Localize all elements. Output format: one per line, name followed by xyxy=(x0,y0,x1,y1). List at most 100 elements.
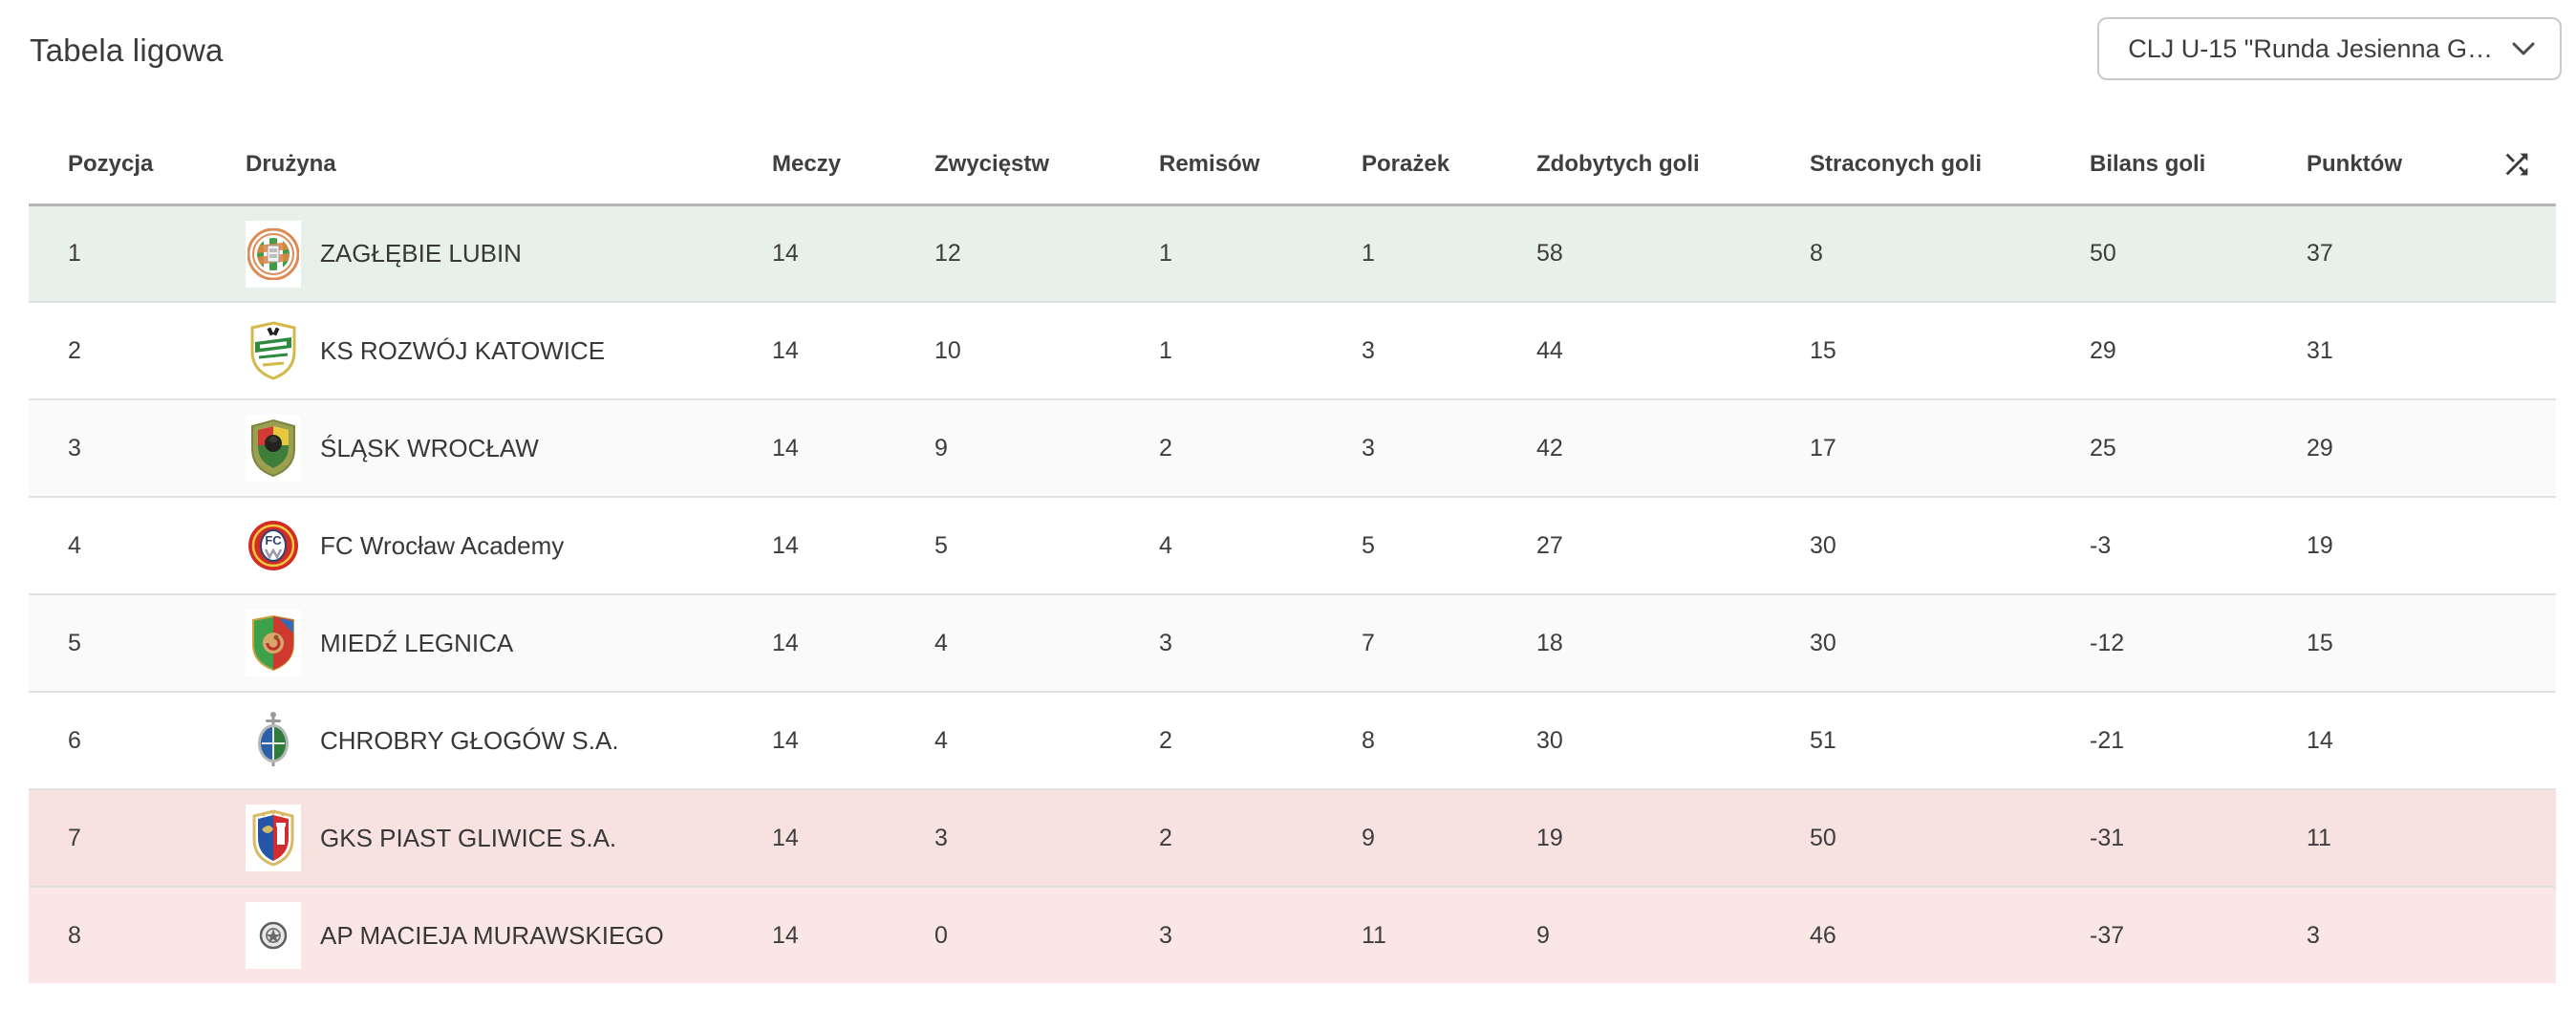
ks-rozwoj-katowice-logo xyxy=(246,317,301,384)
table-row: 6 CHROBRY GŁOGÓW S.A. 14 4 2 xyxy=(29,691,2556,788)
goals-for-cell: 9 xyxy=(1536,921,1550,949)
losses-cell: 9 xyxy=(1362,824,1375,851)
zaglebie-lubin-logo xyxy=(246,220,301,288)
position-cell: 1 xyxy=(68,240,81,267)
gks-piast-gliwice-logo xyxy=(246,805,301,871)
table-row: 3 ŚLĄSK WROCŁAW 14 9 2 xyxy=(29,398,2556,496)
competition-select[interactable]: CLJ U-15 "Runda Jesienna G… xyxy=(2097,17,2562,80)
shuffle-icon[interactable] xyxy=(2484,148,2556,181)
wins-cell: 10 xyxy=(934,336,961,364)
losses-cell: 8 xyxy=(1362,726,1375,754)
team-cell: ZAGŁĘBIE LUBIN xyxy=(246,220,772,288)
matches-cell: 14 xyxy=(772,434,799,462)
goals-against-cell: 17 xyxy=(1810,434,1836,462)
draws-cell: 1 xyxy=(1159,336,1172,364)
team-cell: MIEDŹ LEGNICA xyxy=(246,610,772,676)
goal-diff-cell: -12 xyxy=(2090,629,2125,656)
goals-against-cell: 50 xyxy=(1810,824,1836,851)
points-cell: 29 xyxy=(2307,434,2333,462)
col-header-druzyna: Drużyna xyxy=(246,150,336,177)
goals-against-cell: 46 xyxy=(1810,921,1836,949)
points-cell: 11 xyxy=(2307,824,2331,851)
points-cell: 3 xyxy=(2307,921,2320,949)
goals-against-cell: 8 xyxy=(1810,240,1823,267)
position-cell: 5 xyxy=(68,629,81,656)
wins-cell: 9 xyxy=(934,434,948,462)
col-header-zwyciestw: Zwycięstw xyxy=(934,150,1050,177)
col-header-remisow: Remisów xyxy=(1159,150,1260,177)
goal-diff-cell: 50 xyxy=(2090,240,2116,267)
col-header-bilans: Bilans goli xyxy=(2090,150,2206,177)
points-cell: 14 xyxy=(2307,726,2333,754)
goals-for-cell: 42 xyxy=(1536,434,1563,462)
team-cell: KS ROZWÓJ KATOWICE xyxy=(246,317,772,384)
team-name: ZAGŁĘBIE LUBIN xyxy=(320,239,522,268)
table-row: 4 FC FC Wrocław Academy 14 5 4 5 27 30 xyxy=(29,496,2556,593)
losses-cell: 1 xyxy=(1362,240,1375,267)
position-cell: 3 xyxy=(68,434,81,462)
goal-diff-cell: -31 xyxy=(2090,824,2125,851)
draws-cell: 4 xyxy=(1159,531,1172,559)
goal-diff-cell: -37 xyxy=(2090,921,2125,949)
team-cell: FC FC Wrocław Academy xyxy=(246,512,772,579)
goals-against-cell: 51 xyxy=(1810,726,1836,754)
points-cell: 19 xyxy=(2307,531,2333,559)
competition-select-value: CLJ U-15 "Runda Jesienna G… xyxy=(2128,33,2493,63)
position-cell: 4 xyxy=(68,531,81,559)
draws-cell: 3 xyxy=(1159,921,1172,949)
goals-against-cell: 30 xyxy=(1810,629,1836,656)
goal-diff-cell: -21 xyxy=(2090,726,2125,754)
team-cell: CHROBRY GŁOGÓW S.A. xyxy=(246,707,772,774)
team-name: MIEDŹ LEGNICA xyxy=(320,628,514,657)
table-row: 2 KS ROZWÓJ KATOWICE 14 10 1 xyxy=(29,301,2556,398)
league-table: Pozycja Drużyna Meczy Zwycięstw Remisów … xyxy=(29,124,2556,983)
goal-diff-cell: 25 xyxy=(2090,434,2116,462)
table-row: 8 AP MACIEJA MURAWSKIEGO 14 0 3 11 9 46 … xyxy=(29,886,2556,983)
matches-cell: 14 xyxy=(772,726,799,754)
col-header-punktow: Punktów xyxy=(2307,150,2402,177)
wins-cell: 4 xyxy=(934,629,948,656)
losses-cell: 11 xyxy=(1362,921,1386,949)
table-row: 7 GKS PIAST GLIWICE S.A. xyxy=(29,788,2556,886)
table-header-row: Pozycja Drużyna Meczy Zwycięstw Remisów … xyxy=(29,124,2556,204)
draws-cell: 2 xyxy=(1159,434,1172,462)
miedz-legnica-logo xyxy=(246,610,301,676)
team-name: KS ROZWÓJ KATOWICE xyxy=(320,335,606,365)
points-cell: 37 xyxy=(2307,240,2333,267)
svg-text:FC: FC xyxy=(265,533,282,547)
goal-diff-cell: -3 xyxy=(2090,531,2112,559)
draws-cell: 2 xyxy=(1159,824,1172,851)
col-header-meczy: Meczy xyxy=(772,150,842,177)
position-cell: 6 xyxy=(68,726,81,754)
draws-cell: 1 xyxy=(1159,240,1172,267)
slask-wroclaw-logo xyxy=(246,415,301,482)
draws-cell: 3 xyxy=(1159,629,1172,656)
team-name: GKS PIAST GLIWICE S.A. xyxy=(320,823,617,852)
col-header-straconych: Straconych goli xyxy=(1810,150,1983,177)
goals-for-cell: 27 xyxy=(1536,531,1563,559)
team-cell: ŚLĄSK WROCŁAW xyxy=(246,415,772,482)
goals-for-cell: 30 xyxy=(1536,726,1563,754)
losses-cell: 5 xyxy=(1362,531,1375,559)
goal-diff-cell: 29 xyxy=(2090,336,2116,364)
wins-cell: 3 xyxy=(934,824,948,851)
wins-cell: 4 xyxy=(934,726,948,754)
goals-for-cell: 19 xyxy=(1536,824,1563,851)
page-title: Tabela ligowa xyxy=(30,32,224,68)
losses-cell: 7 xyxy=(1362,629,1375,656)
team-name: ŚLĄSK WROCŁAW xyxy=(320,433,539,462)
wins-cell: 12 xyxy=(934,240,961,267)
team-name: CHROBRY GŁOGÓW S.A. xyxy=(320,725,619,755)
wins-cell: 0 xyxy=(934,921,948,949)
matches-cell: 14 xyxy=(772,531,799,559)
losses-cell: 3 xyxy=(1362,336,1375,364)
wins-cell: 5 xyxy=(934,531,948,559)
goals-for-cell: 44 xyxy=(1536,336,1563,364)
team-cell: GKS PIAST GLIWICE S.A. xyxy=(246,805,772,871)
matches-cell: 14 xyxy=(772,921,799,949)
table-row: 5 MIEDŹ LEGNICA 14 4 3 7 18 xyxy=(29,593,2556,691)
goals-against-cell: 30 xyxy=(1810,531,1836,559)
goals-for-cell: 58 xyxy=(1536,240,1563,267)
ap-macieja-murawskiego-logo xyxy=(246,902,301,969)
